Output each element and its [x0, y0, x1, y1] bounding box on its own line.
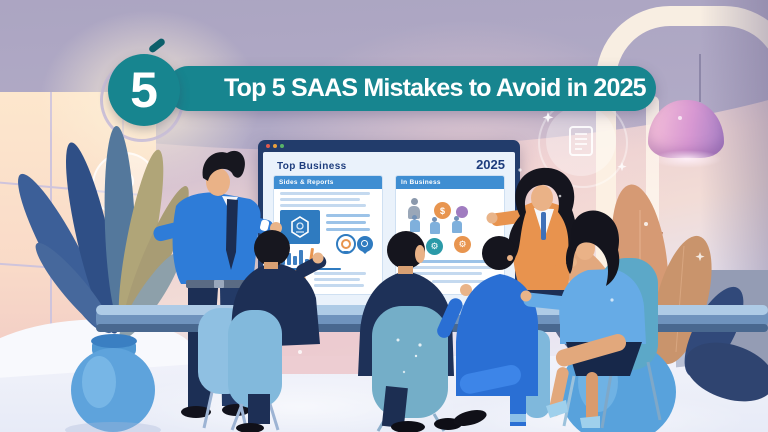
text-line	[404, 260, 488, 263]
window-dot-red	[266, 144, 270, 148]
text-line	[326, 228, 370, 231]
map-pin-icon	[357, 236, 373, 254]
text-line	[326, 214, 370, 217]
seated-person-2	[358, 231, 462, 432]
left-card-header: Sides & Reports	[274, 176, 382, 189]
seated-figure-icon	[430, 217, 440, 234]
text-line	[326, 221, 366, 224]
seated-figure-icon	[452, 216, 462, 233]
left-plant-pot	[65, 334, 161, 432]
lamp-cord	[699, 54, 701, 102]
text-line	[314, 272, 366, 275]
gear-badge-icon: ⚙	[454, 236, 471, 253]
map-pin-icon	[336, 234, 356, 254]
text-line	[280, 192, 370, 195]
text-line	[404, 266, 492, 269]
text-line	[432, 280, 486, 283]
pendant-lamp	[648, 100, 724, 158]
purple-dot-icon	[456, 206, 468, 218]
gear-badge-icon: ⚙	[426, 238, 443, 255]
window-dot-amber	[273, 144, 277, 148]
dollar-icon: $	[434, 202, 451, 219]
sparkles	[298, 112, 705, 354]
text-line	[280, 204, 366, 207]
dashboard-cards: Sides & Reports	[263, 175, 515, 295]
document-icon	[546, 106, 616, 176]
text-line	[404, 272, 482, 275]
badge-number: 5	[130, 62, 158, 118]
banner-title: Top 5 SAAS Mistakes to Avoid in 2025	[224, 74, 647, 102]
person-figure-icon	[408, 198, 420, 219]
seated-woman	[520, 210, 662, 429]
monitor-titlebar	[258, 140, 520, 152]
dashboard-year: 2025	[476, 157, 505, 172]
seated-person-3	[437, 236, 550, 426]
number-badge: 5	[108, 54, 180, 126]
window-dot-green	[280, 144, 284, 148]
text-line	[280, 198, 360, 201]
lamp-glow	[652, 150, 722, 168]
text-line	[314, 284, 364, 287]
dashboard-header: Top Business 2025	[263, 152, 515, 175]
dashboard-title: Top Business	[277, 161, 347, 172]
text-line	[314, 278, 360, 281]
seated-person-1	[228, 230, 327, 432]
right-card-header: In Business	[396, 176, 504, 189]
title-banner: Top 5 SAAS Mistakes to Avoid in 2025	[166, 66, 656, 111]
seated-figure-icon	[410, 215, 420, 232]
